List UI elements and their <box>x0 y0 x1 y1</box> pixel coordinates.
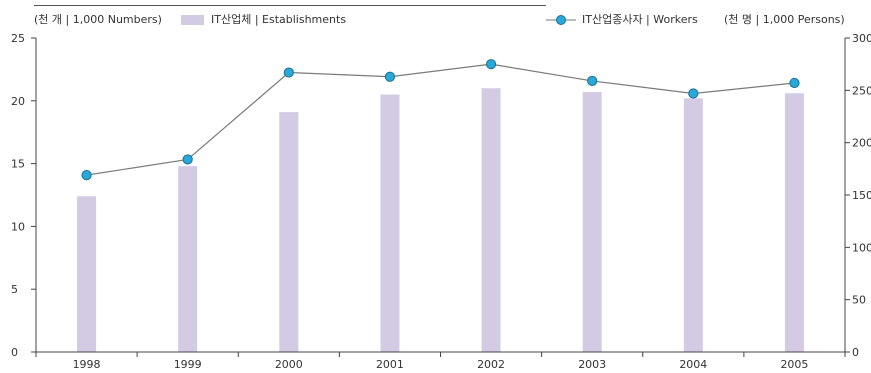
workers-point-2004 <box>688 88 699 99</box>
x-tick-label-2002: 2002 <box>477 358 505 371</box>
x-tick-label-2000: 2000 <box>275 358 303 371</box>
left-tick-label-5: 5 <box>11 283 18 296</box>
workers-point-2000 <box>283 67 294 78</box>
bar-2001 <box>380 94 400 353</box>
left-tick-label-15: 15 <box>11 158 25 171</box>
workers-point-2005 <box>789 77 800 89</box>
workers-point-2002 <box>485 59 497 70</box>
left-tick-label-25: 25 <box>11 32 25 45</box>
right-tick-label-50: 50 <box>852 294 866 307</box>
bar-1998 <box>77 196 97 352</box>
left-axis-unit-label: (천 개 | 1,000 Numbers) <box>34 13 162 26</box>
legend-line-label: IT산업종사자 | Workers <box>582 13 698 26</box>
bar-2004 <box>683 98 703 353</box>
bar-2003 <box>582 92 602 353</box>
legend-line-swatch <box>546 15 576 25</box>
x-tick-label-2004: 2004 <box>679 358 707 371</box>
bar-2000 <box>279 112 299 352</box>
workers-point-2003 <box>587 75 598 87</box>
x-tick-label-2001: 2001 <box>376 358 404 371</box>
bar-1999 <box>178 166 198 352</box>
left-tick-label-0: 0 <box>11 346 18 359</box>
header-rule <box>34 5 546 6</box>
right-tick-label-0: 0 <box>852 346 859 359</box>
x-tick-label-2005: 2005 <box>780 358 808 371</box>
right-axis-unit-label: (천 명 | 1,000 Persons) <box>724 13 845 26</box>
left-tick-label-10: 10 <box>11 220 25 233</box>
workers-point-1998 <box>81 170 92 181</box>
bar-2002 <box>481 88 501 353</box>
bar-2005 <box>784 93 804 352</box>
right-tick-label-150: 150 <box>852 189 871 202</box>
right-tick-label-300: 300 <box>852 32 871 45</box>
workers-point-2001 <box>384 71 396 82</box>
legend-bar-label: IT산업체 | Establishments <box>211 13 347 26</box>
workers-line <box>86 63 795 176</box>
x-tick-label-1998: 1998 <box>73 358 101 371</box>
right-tick-label-100: 100 <box>852 241 871 254</box>
workers-point-1999 <box>182 154 193 165</box>
x-tick-label-1999: 1999 <box>174 358 202 371</box>
x-tick-label-2003: 2003 <box>578 358 606 371</box>
legend-bar-swatch <box>181 15 204 25</box>
right-tick-label-250: 250 <box>852 84 871 97</box>
right-tick-label-200: 200 <box>852 137 871 150</box>
left-tick-label-20: 20 <box>11 95 25 108</box>
